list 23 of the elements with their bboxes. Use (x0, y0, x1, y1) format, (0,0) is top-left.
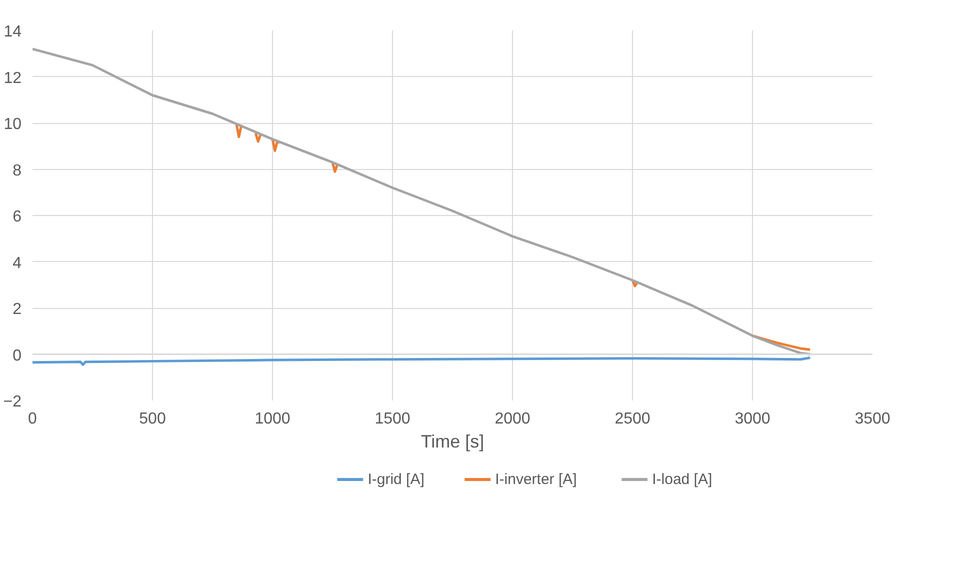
x-tick-label: 2000 (494, 410, 530, 428)
line-series (32, 356, 812, 366)
x-tick-label: 0 (28, 410, 38, 428)
y-tick-label: −2 (3, 394, 22, 410)
y-tick-label: 12 (4, 70, 22, 87)
legend-label: I-load [A] (652, 471, 712, 488)
x-tick-label: 2500 (614, 410, 650, 428)
x-tick-label: 3500 (854, 410, 890, 428)
x-axis-title: Time [s] (420, 432, 484, 452)
y-tick-label: 14 (4, 24, 22, 40)
x-tick-label: 1000 (254, 410, 290, 428)
legend-label: I-inverter [A] (495, 471, 577, 488)
y-tick-label: 4 (12, 254, 22, 272)
y-tick-label: 8 (12, 162, 22, 180)
legend-label: I-grid [A] (368, 471, 424, 488)
y-tick-label: 0 (12, 347, 22, 364)
x-tick-label: 1500 (374, 410, 410, 428)
x-tick-label: 3000 (734, 410, 770, 428)
y-tick-label: 2 (12, 301, 22, 318)
y-tick-label: 6 (12, 208, 22, 226)
x-tick-label: 500 (139, 410, 166, 428)
y-tick-label: 10 (4, 116, 22, 133)
line-series (32, 48, 812, 356)
